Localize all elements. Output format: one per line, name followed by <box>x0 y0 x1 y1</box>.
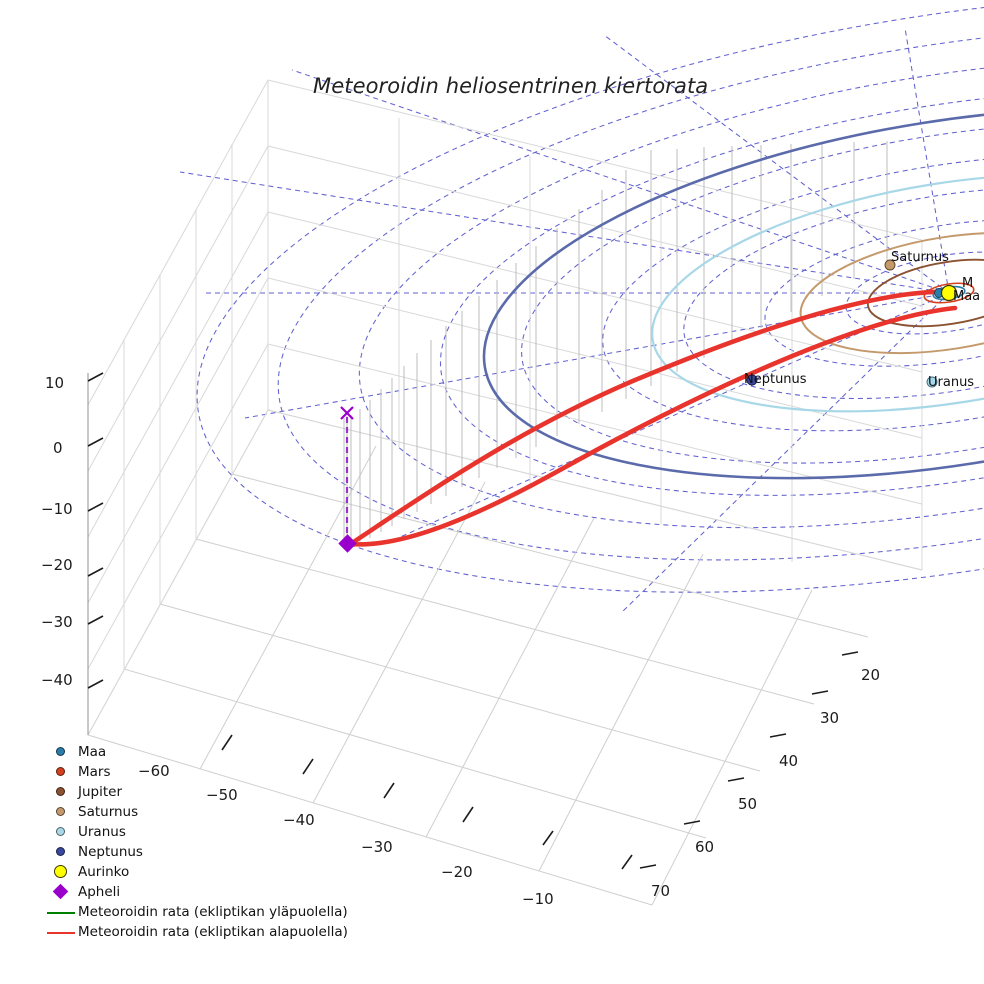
legend-item-maa[interactable]: Maa <box>44 742 354 762</box>
legend-label-aurinko: Aurinko <box>78 864 130 880</box>
chart-title: Meteoroidin heliosentrinen kiertorata <box>313 74 709 98</box>
z-tick-label-2: −10 <box>41 500 73 518</box>
legend-label-neptunus: Neptunus <box>78 844 143 860</box>
legend-item-neptunus[interactable]: Neptunus <box>44 842 354 862</box>
legend-label-orbit-above: Meteoroidin rata (ekliptikan yläpuolella… <box>78 904 348 920</box>
aphelion-diamond-marker <box>338 534 357 553</box>
legend-item-apheli[interactable]: Apheli <box>44 882 354 902</box>
orbit-uranus <box>651 173 984 413</box>
axes-left-pane-grid <box>87 79 269 736</box>
z-tick-label-5: −40 <box>41 671 73 689</box>
legend-item-saturnus[interactable]: Saturnus <box>44 802 354 822</box>
ecliptic-polar-grid <box>179 0 984 613</box>
plot-label-maa: Maa <box>953 289 981 304</box>
sun-marker <box>940 284 958 302</box>
plot-label-mars: M <box>962 276 974 291</box>
legend-label-apheli: Apheli <box>78 884 121 900</box>
planet-dot-neptunus <box>746 374 758 386</box>
z-tick-label-0: 10 <box>45 374 65 392</box>
x-tick-label-1: −50 <box>206 786 238 804</box>
legend-marker-orbit-below <box>44 922 92 942</box>
legend-label-maa: Maa <box>78 744 107 760</box>
z-tick-label-4: −30 <box>41 613 73 631</box>
y-tick-label-1: 30 <box>820 709 840 727</box>
legend-item-uranus[interactable]: Uranus <box>44 822 354 842</box>
orbit-mars <box>923 282 975 304</box>
legend-label-mars: Mars <box>78 764 111 780</box>
legend-item-orbit-below[interactable]: Meteoroidin rata (ekliptikan alapuolella… <box>44 922 354 942</box>
y-tick-label-2: 40 <box>779 752 799 770</box>
legend-label-jupiter: Jupiter <box>78 784 123 800</box>
z-axis-ticks <box>87 372 104 689</box>
legend-marker-jupiter <box>44 782 92 802</box>
y-axis-ticks <box>639 651 859 869</box>
orbit-neptunus <box>482 106 984 480</box>
legend-marker-neptunus <box>44 842 92 862</box>
plot-label-saturnus: Saturnus <box>891 250 949 265</box>
legend-label-saturnus: Saturnus <box>78 804 139 820</box>
legend-marker-mars <box>44 762 92 782</box>
y-tick-label-5: 70 <box>651 882 671 900</box>
legend-marker-orbit-above <box>44 902 92 922</box>
aphelion-cross-icon <box>340 406 354 420</box>
planet-dot-saturnus <box>884 259 896 271</box>
legend-item-orbit-above[interactable]: Meteoroidin rata (ekliptikan yläpuolella… <box>44 902 354 922</box>
x-tick-label-3: −30 <box>361 838 393 856</box>
plot-label-uranus: Uranus <box>928 375 975 390</box>
legend-marker-uranus <box>44 822 92 842</box>
x-tick-label-5: −10 <box>522 890 554 908</box>
orbit-jupiter <box>866 258 984 328</box>
legend-label-uranus: Uranus <box>78 824 126 840</box>
legend-item-aurinko[interactable]: Aurinko <box>44 862 354 882</box>
z-tick-label-3: −20 <box>41 556 73 574</box>
legend-label-orbit-below: Meteoroidin rata (ekliptikan alapuolella… <box>78 924 348 940</box>
planet-dot-uranus <box>926 376 938 388</box>
legend-marker-saturnus <box>44 802 92 822</box>
x-tick-label-2: −40 <box>283 811 315 829</box>
legend-item-mars[interactable]: Mars <box>44 762 354 782</box>
chart-legend: Maa Mars Jupiter Saturnus Uranus Ne <box>44 742 354 942</box>
plot-label-neptunus: Neptunus <box>744 372 807 387</box>
y-tick-label-4: 60 <box>695 838 715 856</box>
x-tick-label-4: −20 <box>441 863 473 881</box>
meteoroid-orbit-below-ecliptic <box>347 289 958 547</box>
y-tick-label-0: 20 <box>861 666 881 684</box>
legend-marker-maa <box>44 742 92 762</box>
orbit-droplines <box>343 141 888 545</box>
y-tick-label-3: 50 <box>738 795 758 813</box>
x-axis-ticks <box>221 734 633 870</box>
x-tick-label-0: −60 <box>138 762 170 780</box>
legend-marker-aurinko <box>44 862 92 882</box>
legend-item-jupiter[interactable]: Jupiter <box>44 782 354 802</box>
z-tick-label-1: 0 <box>53 439 63 457</box>
